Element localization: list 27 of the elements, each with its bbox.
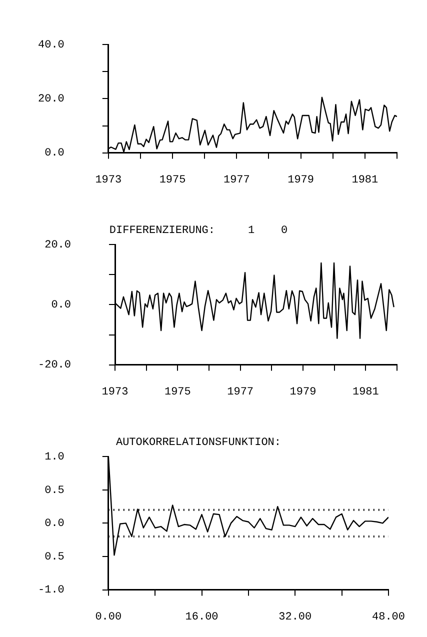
y-tick-label: 40.0 (38, 40, 64, 52)
x-tick-label: 48.00 (372, 611, 406, 624)
x-tick-label: 1973 (102, 386, 128, 398)
x-tick-label: 1975 (164, 386, 191, 398)
x-tick-label: 0.00 (95, 611, 122, 624)
x-tick-label: 1977 (227, 386, 254, 398)
x-tick-label: 32.00 (278, 611, 312, 624)
y-tick-label: 0.0 (44, 148, 64, 160)
y-tick-label: 0.5 (44, 484, 64, 497)
chart-title: DIFFERENZIERUNG: 1 0 (109, 224, 288, 237)
x-tick-label: 1981 (352, 386, 380, 398)
y-tick-label: 1.0 (44, 452, 64, 464)
x-tick-label: 1977 (223, 174, 250, 186)
y-tick-label: 20.0 (38, 94, 64, 106)
y-tick-label: 0.0 (44, 518, 64, 530)
chart-title: AUTOKORRELATIONSFUNKTION: (116, 436, 282, 449)
x-tick-label: 16.00 (185, 611, 218, 624)
y-tick-label: -1.0 (38, 584, 64, 597)
y-tick-label: 0.0 (51, 300, 72, 312)
y-tick-label: -20.0 (38, 360, 72, 372)
x-tick-label: 1973 (95, 174, 122, 186)
y-tick-label: 20.0 (44, 240, 72, 252)
y-tick-label: 0.5 (44, 551, 64, 564)
x-tick-label: 1981 (352, 174, 379, 186)
x-tick-label: 1979 (288, 174, 314, 186)
x-tick-label: 1975 (159, 174, 186, 186)
x-tick-label: 1979 (290, 386, 316, 398)
